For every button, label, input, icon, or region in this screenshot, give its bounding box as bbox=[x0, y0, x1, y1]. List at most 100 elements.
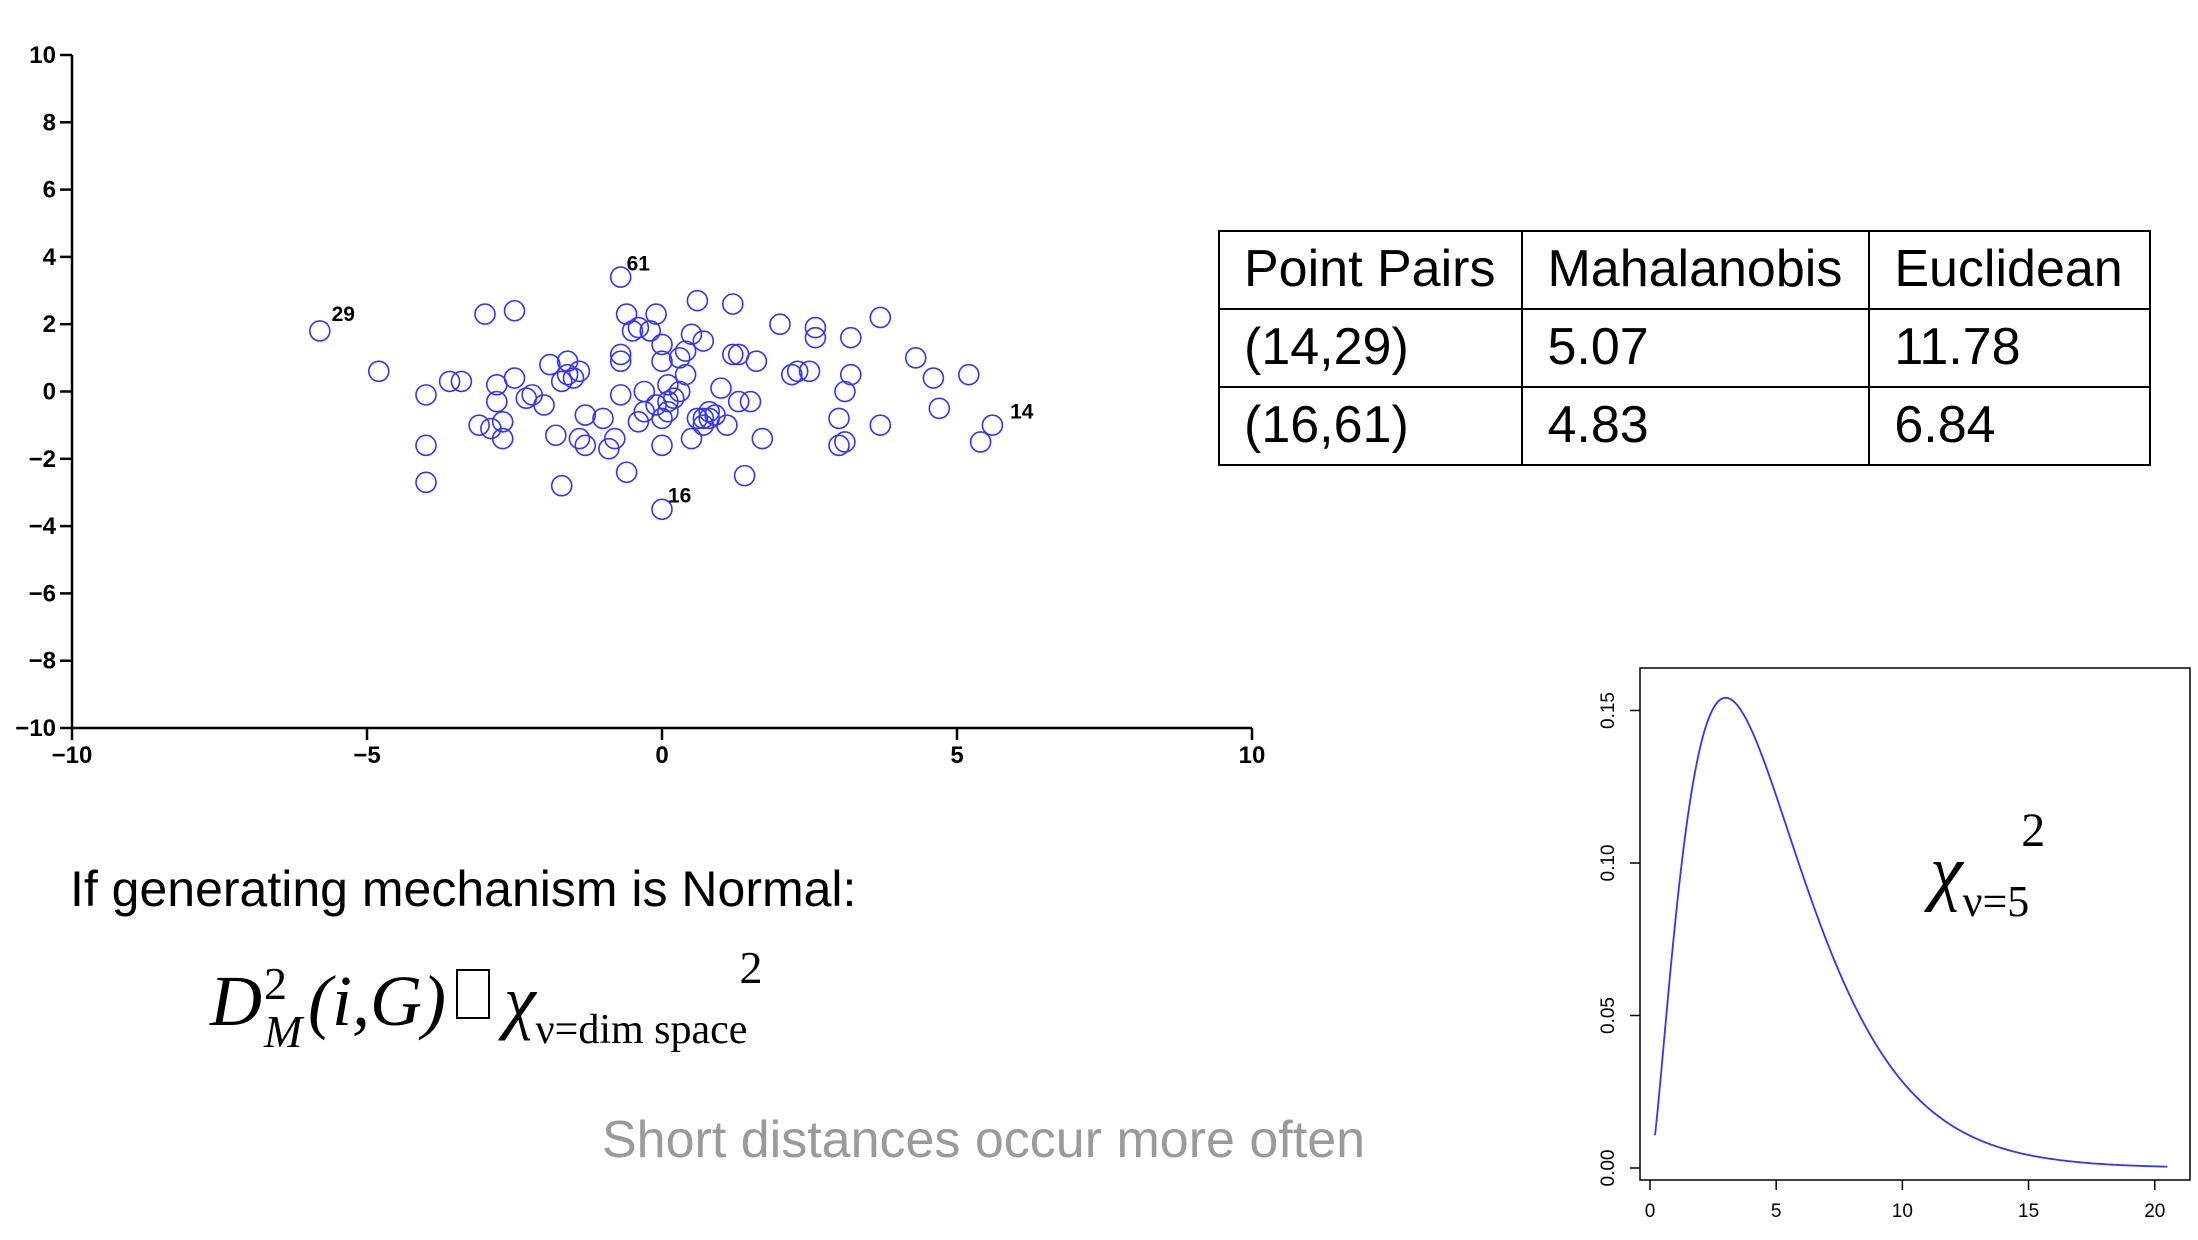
data-point bbox=[922, 367, 945, 389]
data-point bbox=[769, 313, 791, 336]
data-point bbox=[904, 347, 927, 369]
data-point bbox=[721, 293, 744, 315]
data-point bbox=[415, 384, 437, 406]
x-tick-label: 5 bbox=[950, 742, 963, 769]
y-tick-label: 8 bbox=[43, 109, 56, 136]
data-point bbox=[716, 414, 738, 436]
cell-euclidean: 11.78 bbox=[1868, 308, 2151, 388]
y-tick-label: 6 bbox=[43, 177, 56, 204]
data-point bbox=[556, 363, 579, 386]
point-label: 14 bbox=[1010, 400, 1034, 423]
data-point bbox=[474, 303, 496, 325]
data-point bbox=[308, 320, 331, 342]
table-row: (16,61) 4.83 6.84 bbox=[1217, 386, 2151, 466]
data-point bbox=[480, 417, 502, 440]
table-header-row: Point Pairs Mahalanobis Euclidean bbox=[1217, 230, 2151, 310]
y-tick-label: 0 bbox=[43, 379, 56, 406]
data-point bbox=[710, 377, 732, 399]
formula-chi: χ bbox=[503, 961, 536, 1041]
cell-mahalanobis: 5.07 bbox=[1521, 308, 1871, 388]
data-point bbox=[450, 370, 473, 393]
data-point bbox=[603, 427, 626, 450]
formula-args: (i,G) bbox=[308, 961, 446, 1041]
table-row: (14,29) 5.07 11.78 bbox=[1217, 308, 2151, 388]
y-tick-label: 0.00 bbox=[1598, 1150, 1619, 1187]
data-point bbox=[668, 380, 691, 403]
missing-glyph-box bbox=[455, 969, 490, 1019]
data-point bbox=[438, 370, 461, 393]
x-tick-label: 10 bbox=[1892, 1201, 1913, 1220]
data-point bbox=[609, 350, 632, 373]
data-point bbox=[981, 414, 1004, 436]
header-mahalanobis: Mahalanobis bbox=[1521, 230, 1871, 310]
data-point bbox=[839, 326, 862, 349]
normal-caption: If generating mechanism is Normal: bbox=[70, 861, 857, 917]
data-point bbox=[651, 434, 673, 457]
data-point bbox=[651, 350, 673, 373]
data-point bbox=[869, 414, 892, 436]
data-point bbox=[704, 404, 726, 426]
data-point bbox=[627, 316, 650, 339]
data-point bbox=[834, 431, 856, 453]
chi-squared-label: χν=5 2 bbox=[1930, 804, 2053, 927]
data-point bbox=[574, 434, 597, 457]
data-point bbox=[727, 390, 750, 413]
y-tick-label: 4 bbox=[43, 244, 57, 271]
data-point bbox=[957, 363, 980, 386]
data-point bbox=[657, 400, 679, 423]
data-point bbox=[680, 323, 703, 346]
chi-symbol: χ bbox=[1930, 831, 1963, 913]
data-point bbox=[804, 326, 827, 349]
data-point bbox=[668, 347, 691, 369]
formula-sup: 2 bbox=[264, 958, 287, 1010]
x-tick-label: 0 bbox=[655, 742, 668, 769]
y-tick-label: 0.05 bbox=[1598, 997, 1619, 1034]
data-point bbox=[609, 384, 632, 406]
x-tick-label: 15 bbox=[2018, 1201, 2039, 1220]
data-point bbox=[621, 320, 644, 342]
data-point bbox=[615, 303, 638, 325]
data-point bbox=[733, 464, 756, 487]
data-point bbox=[491, 427, 514, 450]
y-tick-label: 0.10 bbox=[1598, 845, 1619, 882]
y-tick-label: −6 bbox=[29, 580, 56, 607]
data-point bbox=[834, 380, 856, 403]
distance-table: Point Pairs Mahalanobis Euclidean (14,29… bbox=[1217, 230, 2151, 466]
data-point bbox=[869, 306, 892, 329]
y-tick-label: 0.15 bbox=[1598, 692, 1619, 729]
data-point bbox=[550, 474, 573, 497]
data-point bbox=[651, 407, 673, 430]
data-point bbox=[568, 427, 591, 450]
data-point bbox=[367, 360, 390, 383]
data-point bbox=[633, 380, 656, 403]
cell-pair: (14,29) bbox=[1217, 308, 1524, 388]
data-point bbox=[780, 363, 803, 386]
data-point bbox=[804, 316, 827, 339]
data-point bbox=[568, 360, 591, 383]
short-distances-caption: Short distances occur more often bbox=[602, 1111, 1366, 1169]
data-point bbox=[928, 397, 951, 420]
data-point bbox=[839, 363, 862, 386]
point-label: 61 bbox=[627, 252, 651, 275]
data-point bbox=[786, 360, 809, 383]
data-point bbox=[503, 299, 526, 322]
y-tick-label: 2 bbox=[43, 311, 56, 338]
data-point bbox=[639, 320, 662, 342]
cell-pair: (16,61) bbox=[1217, 386, 1524, 466]
data-point bbox=[598, 437, 620, 460]
data-point bbox=[609, 343, 632, 366]
data-point bbox=[415, 471, 437, 494]
data-point bbox=[651, 498, 673, 521]
formula-sub: M bbox=[264, 1006, 303, 1058]
data-point bbox=[544, 424, 567, 447]
x-tick-label: −5 bbox=[353, 742, 380, 769]
data-point bbox=[657, 373, 679, 396]
y-tick-label: −4 bbox=[29, 513, 57, 540]
data-point bbox=[521, 384, 544, 406]
data-point bbox=[674, 363, 697, 386]
data-point bbox=[627, 410, 650, 433]
data-point bbox=[574, 404, 597, 426]
y-tick-label: −8 bbox=[29, 648, 56, 675]
data-point bbox=[609, 266, 632, 288]
